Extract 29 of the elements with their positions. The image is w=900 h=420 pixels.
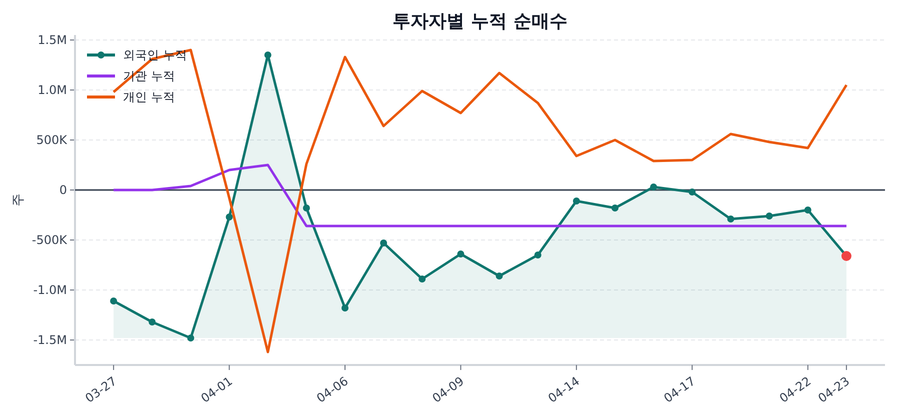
point bbox=[612, 204, 618, 212]
point bbox=[688, 188, 696, 196]
point bbox=[264, 52, 272, 58]
point bbox=[148, 318, 156, 326]
point bbox=[226, 214, 233, 220]
y-axis-title: 주 bbox=[11, 194, 26, 206]
y-tick-label: 1.0M bbox=[38, 83, 67, 97]
y-tick-label: 500K bbox=[36, 133, 68, 147]
point bbox=[650, 184, 658, 190]
y-tick-label: 0 bbox=[59, 183, 67, 197]
point bbox=[380, 240, 388, 246]
point bbox=[110, 298, 118, 304]
y-tick-label: -1.0M bbox=[33, 283, 67, 297]
point bbox=[457, 250, 464, 258]
point bbox=[804, 206, 812, 214]
point bbox=[187, 334, 194, 342]
chart-title: 투자자별 누적 순매수 bbox=[392, 11, 568, 32]
y-tick-label: 1.5M bbox=[38, 33, 67, 47]
legend-label: 개인 누적 bbox=[123, 90, 175, 104]
point bbox=[418, 276, 426, 282]
point bbox=[342, 304, 348, 312]
point bbox=[572, 198, 580, 204]
point bbox=[766, 212, 773, 220]
point bbox=[534, 252, 542, 258]
point bbox=[496, 272, 503, 280]
y-tick-label: -500K bbox=[32, 233, 68, 247]
point bbox=[302, 204, 310, 212]
point bbox=[727, 216, 734, 222]
y-tick-label: -1.5M bbox=[33, 333, 67, 347]
